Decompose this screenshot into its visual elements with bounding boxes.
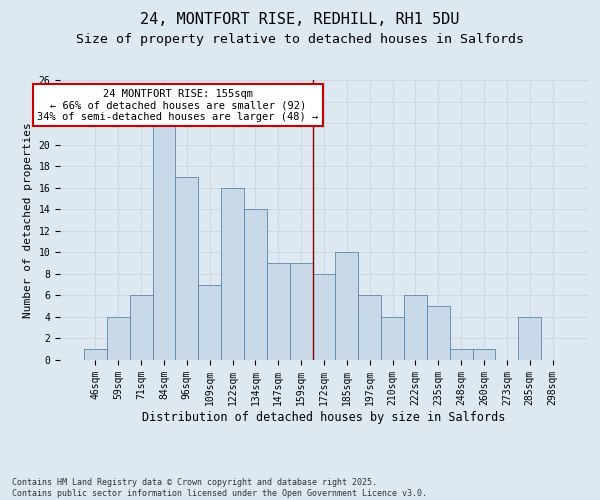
Text: 24, MONTFORT RISE, REDHILL, RH1 5DU: 24, MONTFORT RISE, REDHILL, RH1 5DU	[140, 12, 460, 28]
Bar	[381, 317, 404, 360]
Bar	[518, 317, 541, 360]
Bar	[427, 306, 450, 360]
X-axis label: Distribution of detached houses by size in Salfords: Distribution of detached houses by size …	[142, 410, 506, 424]
Bar	[130, 296, 152, 360]
Bar	[198, 284, 221, 360]
Bar	[313, 274, 335, 360]
Text: 24 MONTFORT RISE: 155sqm
← 66% of detached houses are smaller (92)
34% of semi-d: 24 MONTFORT RISE: 155sqm ← 66% of detach…	[37, 88, 319, 122]
Bar	[244, 209, 267, 360]
Bar	[404, 296, 427, 360]
Bar	[267, 263, 290, 360]
Bar	[358, 296, 381, 360]
Bar	[221, 188, 244, 360]
Text: Size of property relative to detached houses in Salfords: Size of property relative to detached ho…	[76, 32, 524, 46]
Bar	[473, 349, 496, 360]
Bar	[84, 349, 107, 360]
Bar	[152, 123, 175, 360]
Bar	[335, 252, 358, 360]
Bar	[107, 317, 130, 360]
Bar	[450, 349, 473, 360]
Y-axis label: Number of detached properties: Number of detached properties	[23, 122, 33, 318]
Bar	[290, 263, 313, 360]
Text: Contains HM Land Registry data © Crown copyright and database right 2025.
Contai: Contains HM Land Registry data © Crown c…	[12, 478, 427, 498]
Bar	[175, 177, 198, 360]
